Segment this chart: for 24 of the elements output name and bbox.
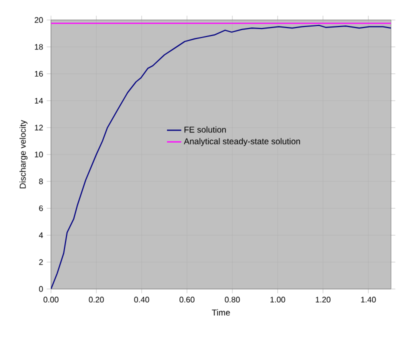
x-tick-label: 0.60 (180, 296, 194, 302)
x-tick-label: 1.40 (361, 296, 376, 302)
x-tick-label: 1.20 (316, 296, 330, 302)
legend-label: Analytical steady-state solution (184, 138, 300, 146)
x-tick-label: 0.20 (88, 296, 104, 302)
y-tick-label: 18 (34, 44, 43, 50)
x-tick-label: 1.00 (270, 296, 286, 302)
legend-label: FE solution (184, 126, 226, 133)
y-tick-label: 0 (39, 286, 43, 292)
x-tick-label: 0.80 (224, 296, 240, 302)
x-tick-label: 0.00 (44, 296, 58, 302)
x-tick-label: 0.40 (134, 296, 150, 302)
y-tick-label: 20 (34, 17, 43, 23)
line-series (51, 24, 391, 289)
y-tick-label: 14 (34, 98, 43, 104)
y-tick-label: 16 (34, 70, 43, 77)
y-tick-label: 6 (39, 205, 43, 212)
x-axis-title: Time (212, 309, 230, 316)
y-tick-label: 4 (38, 232, 43, 238)
y-tick-label: 10 (34, 152, 43, 158)
y-tick-label: 12 (34, 124, 43, 130)
y-tick-label: 8 (39, 178, 43, 184)
y-axis-title: Discharge velocity (20, 120, 28, 188)
y-tick-label: 2 (39, 259, 43, 265)
